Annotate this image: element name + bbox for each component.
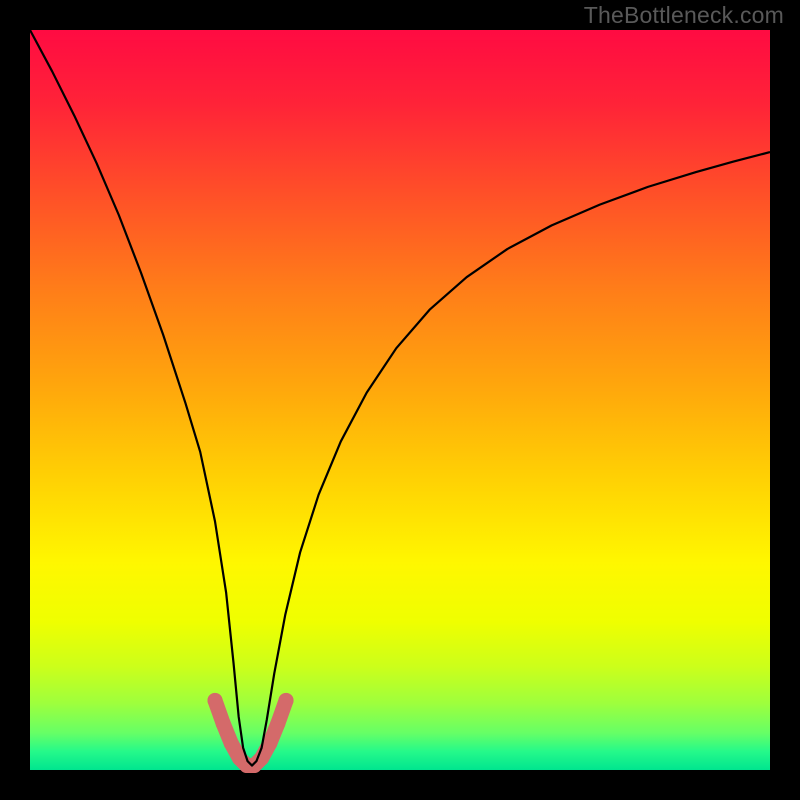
plot-background [30,30,770,770]
bottleneck-chart-svg [0,0,800,800]
watermark-text: TheBottleneck.com [584,2,784,29]
chart-container: TheBottleneck.com [0,0,800,800]
